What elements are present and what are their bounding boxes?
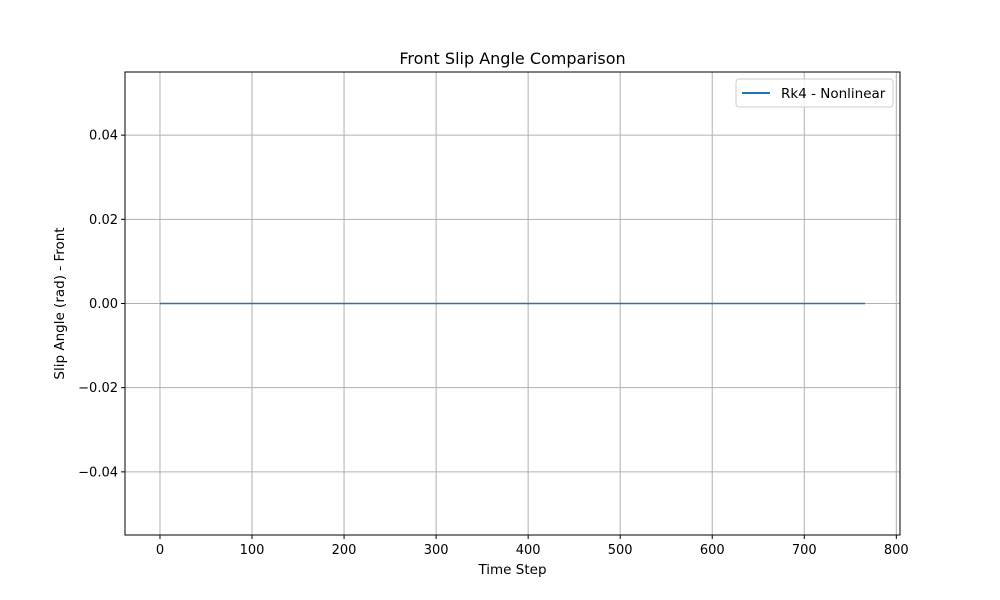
x-tick-label: 0 — [156, 543, 164, 558]
y-tick-label: −0.02 — [78, 381, 118, 396]
x-tick-label: 300 — [424, 543, 449, 558]
legend-box — [735, 78, 894, 108]
x-tick-label: 100 — [240, 543, 265, 558]
x-tick-label: 400 — [516, 543, 541, 558]
y-axis-label: Slip Angle (rad) - Front — [52, 227, 68, 379]
legend: Rk4 - Nonlinear — [735, 78, 894, 108]
x-axis-label: Time Step — [477, 562, 546, 578]
y-tick-label: 0.04 — [89, 129, 118, 144]
x-tick-label: 600 — [700, 543, 725, 558]
x-tick-label: 500 — [608, 543, 633, 558]
y-tick-label: −0.04 — [78, 465, 118, 480]
x-tick-label: 200 — [332, 543, 357, 558]
x-axis-ticks: 0 100 200 300 400 500 600 700 800 — [156, 535, 909, 558]
chart-title: Front Slip Angle Comparison — [399, 49, 625, 68]
y-axis-ticks: −0.04 −0.02 0.00 0.02 0.04 — [78, 129, 125, 480]
legend-label: Rk4 - Nonlinear — [781, 86, 886, 102]
y-tick-label: 0.02 — [89, 213, 118, 228]
x-tick-label: 800 — [884, 543, 909, 558]
x-tick-label: 700 — [792, 543, 817, 558]
y-tick-label: 0.00 — [89, 297, 118, 312]
